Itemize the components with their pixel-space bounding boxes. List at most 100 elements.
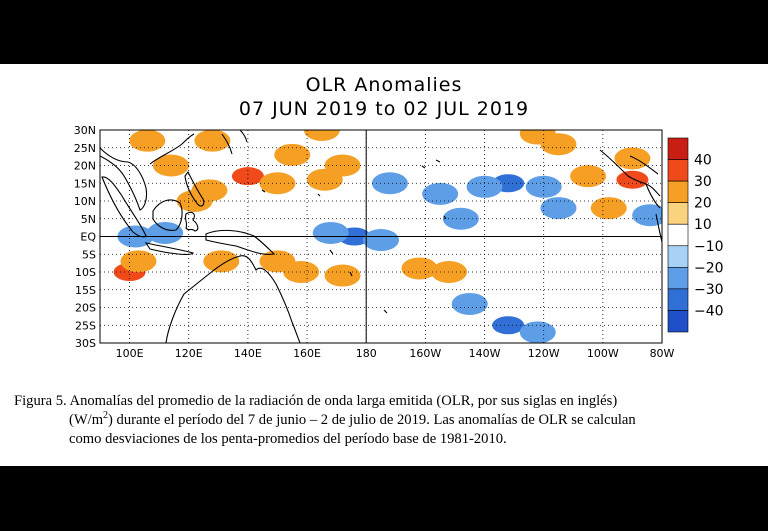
lon-tick-label: 160W	[409, 347, 441, 360]
colorbar-swatch	[667, 202, 689, 225]
map-area	[99, 129, 663, 344]
lon-tick-label: 120W	[528, 347, 560, 360]
anomaly-region-29	[451, 292, 488, 315]
anomaly-region-19	[616, 170, 649, 189]
anomaly-region-3	[152, 154, 189, 177]
chart-subtitle: 07 JUN 2019 to 02 JUL 2019	[239, 98, 529, 120]
colorbar-swatch	[667, 159, 689, 182]
lat-tick-label: 25S	[75, 319, 96, 332]
anomaly-region-26	[312, 221, 349, 244]
coastline-south-america	[655, 213, 662, 243]
anomaly-region-20	[570, 165, 607, 188]
coastline-new-guinea	[205, 229, 276, 255]
lat-tick-label: 15N	[74, 177, 96, 190]
coastline-borneo	[152, 199, 183, 231]
caption-unit-open: (W/m	[69, 412, 104, 428]
olr-anomaly-chart: OLR Anomalies 07 JUN 2019 to 02 JUL 2019	[74, 74, 724, 360]
colorbar-swatch	[667, 180, 689, 203]
anomaly-region-24	[614, 147, 651, 170]
anomaly-region-17	[401, 257, 438, 280]
map-frame	[99, 129, 663, 344]
lat-tick-label: 30S	[75, 337, 96, 350]
lon-tick-label: 140W	[469, 347, 501, 360]
lat-tick-labels: 30N 25N 20N 15N 10N 5N EQ 5S 10S 15S 20S 25S 30S	[74, 124, 97, 350]
colorbar-tick-label: −30	[694, 282, 724, 298]
colorbar-tick-label: −20	[694, 260, 724, 276]
colorbar-swatch	[667, 137, 689, 160]
coastline-java	[144, 242, 195, 255]
anomaly-region-37	[632, 204, 662, 227]
anomaly-region-34	[422, 182, 459, 205]
anomaly-region-14	[303, 130, 340, 141]
lon-tick-labels: 100E 120E 140E 160E 180 160W 140W 120W 100W 80W	[116, 347, 675, 360]
figure-panel: OLR Anomalies 07 JUN 2019 to 02 JUL 2019	[0, 64, 768, 466]
anomaly-region-13	[274, 143, 311, 166]
lon-tick-label: 100E	[116, 347, 144, 360]
coastline-japan	[221, 130, 248, 155]
caption-line-1: Figura 5. Anomalías del promedio de la r…	[14, 393, 618, 409]
lat-tick-label: 5N	[81, 213, 96, 226]
anomaly-region-1	[120, 250, 157, 273]
anomaly-region-23	[519, 130, 556, 145]
lat-tick-label: 20N	[74, 160, 96, 173]
coastline-philippines	[184, 170, 205, 207]
colorbar-swatch	[667, 288, 689, 311]
coastline-layer	[100, 130, 662, 343]
lon-tick-label: 140E	[234, 347, 262, 360]
coastline-mexico	[599, 149, 661, 197]
lon-tick-label: 160E	[293, 347, 321, 360]
lat-tick-label: 20S	[75, 302, 96, 315]
lon-tick-label: 100W	[587, 347, 619, 360]
colorbar-tick-label: 10	[694, 217, 712, 233]
lat-tick-label: 10S	[75, 266, 96, 279]
anomaly-region-15	[283, 261, 320, 283]
coastline-australia	[165, 255, 301, 343]
anomaly-region-9	[231, 167, 264, 186]
colorbar-swatch	[667, 245, 689, 268]
colorbar-tick-label: −40	[694, 303, 724, 319]
figure-caption: Figura 5. Anomalías del promedio de la r…	[14, 392, 759, 449]
anomaly-region-16	[324, 264, 361, 287]
colorbar-swatch	[667, 310, 689, 333]
anomaly-region-12	[324, 154, 361, 177]
coastline-mainland-asia	[100, 133, 195, 211]
caption-line-2: (W/m2) durante el período del 7 de junio…	[14, 411, 759, 430]
anomaly-region-10	[259, 172, 296, 195]
anomaly-region-18	[431, 261, 468, 283]
colorbar: 40 30 20 10 −10 −20 −30 −40	[667, 137, 724, 333]
lat-tick-label: 5S	[82, 248, 96, 261]
anomaly-region-4	[194, 130, 231, 152]
anomaly-region-30	[519, 321, 556, 343]
colorbar-tick-label: 30	[694, 174, 712, 190]
lon-tick-label: 120E	[175, 347, 203, 360]
coastline-islands	[261, 159, 447, 314]
lat-tick-label: 25N	[74, 142, 96, 155]
caption-line-3: como desviaciones de los penta-promedios…	[69, 431, 507, 447]
lon-tick-label: 80W	[650, 347, 675, 360]
lat-tick-label: 10N	[74, 195, 96, 208]
anomaly-region-36	[540, 197, 577, 220]
lon-tick-label: 180	[356, 347, 377, 360]
lat-tick-label: 15S	[75, 284, 96, 297]
colorbar-swatch	[667, 223, 689, 247]
anomaly-region-27	[363, 229, 399, 252]
grid-layer	[100, 129, 663, 344]
coastline-sulawesi	[184, 211, 199, 232]
coastline-central-america	[645, 183, 661, 209]
chart-title: OLR Anomalies	[306, 74, 463, 96]
anomaly-layer	[113, 130, 662, 343]
anomaly-region-38	[147, 221, 184, 244]
caption-line-2-text: ) durante el período del 7 de junio – 2 …	[108, 412, 636, 428]
colorbar-tick-label: 40	[694, 153, 712, 169]
anomaly-region-2	[129, 130, 166, 152]
anomaly-region-21	[590, 197, 627, 220]
colorbar-tick-label: 20	[694, 196, 712, 212]
anomaly-region-7	[203, 250, 240, 273]
colorbar-tick-label: −10	[694, 239, 724, 255]
lat-tick-label: 30N	[74, 124, 96, 137]
lat-tick-label: EQ	[80, 231, 96, 244]
caption-unit-superscript: 2	[103, 410, 109, 422]
anomaly-region-6	[191, 179, 228, 202]
colorbar-swatch	[667, 267, 689, 290]
anomaly-region-40	[371, 172, 408, 195]
